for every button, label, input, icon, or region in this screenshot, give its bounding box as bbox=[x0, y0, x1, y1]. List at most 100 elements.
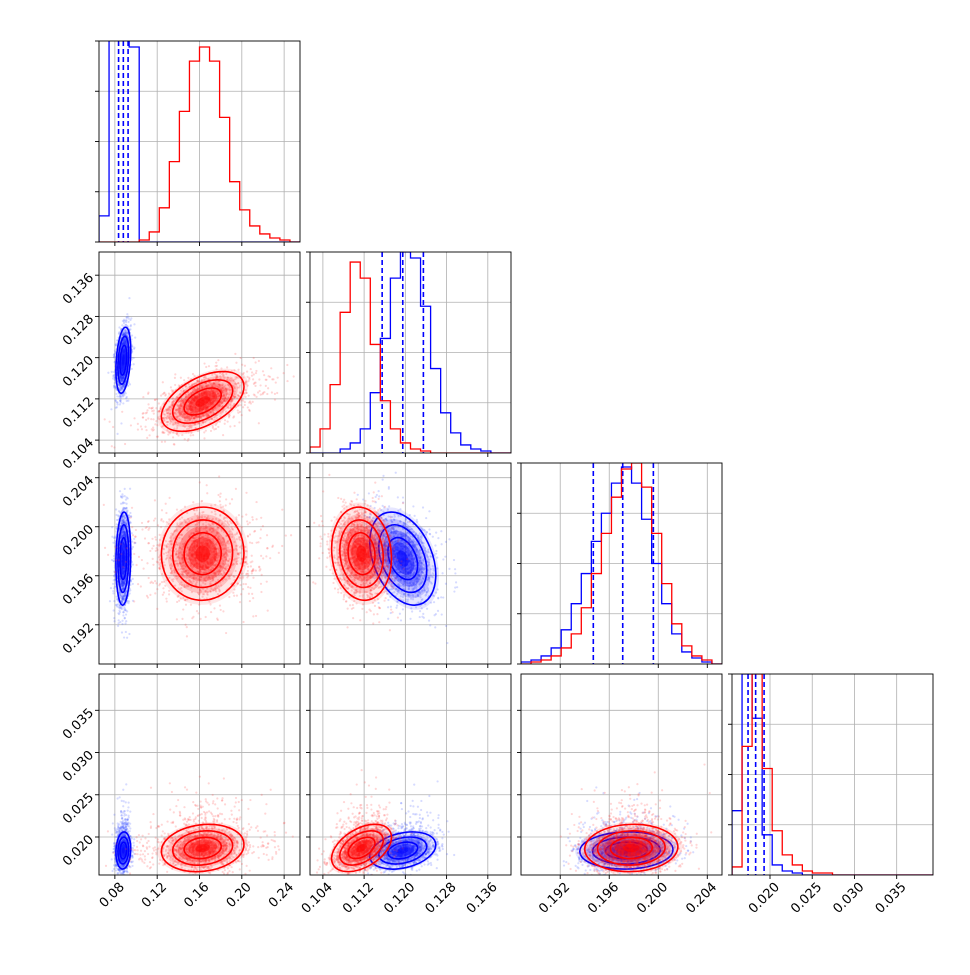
scatter-point bbox=[161, 441, 163, 443]
scatter-point bbox=[146, 437, 148, 439]
scatter-point bbox=[181, 618, 183, 620]
scatter-panel-0-1 bbox=[95, 252, 319, 457]
scatter-point bbox=[199, 481, 201, 483]
scatter-point bbox=[255, 361, 257, 363]
scatter-point bbox=[244, 401, 246, 403]
scatter-point bbox=[225, 498, 227, 500]
scatter-point bbox=[154, 499, 156, 501]
scatter-point bbox=[154, 536, 156, 538]
scatter-point bbox=[174, 377, 176, 379]
scatter-point bbox=[276, 392, 278, 394]
scatter-point bbox=[242, 583, 244, 585]
scatter-point bbox=[260, 517, 262, 519]
scatter-point bbox=[115, 514, 117, 516]
scatter-point bbox=[150, 418, 152, 420]
scatter-point bbox=[237, 412, 239, 414]
scatter-point bbox=[155, 407, 157, 409]
scatter-point bbox=[258, 360, 260, 362]
scatter-point bbox=[141, 528, 143, 530]
scatter-point bbox=[156, 398, 158, 400]
scatter-point bbox=[161, 509, 163, 511]
scatter-point bbox=[151, 538, 153, 540]
scatter-point bbox=[253, 383, 255, 385]
scatter-point bbox=[163, 591, 165, 593]
scatter-point bbox=[146, 595, 148, 597]
scatter-point bbox=[112, 583, 114, 585]
scatter-point bbox=[262, 393, 264, 395]
scatter-point bbox=[148, 434, 150, 436]
scatter-point bbox=[248, 395, 250, 397]
scatter-point bbox=[240, 357, 242, 359]
scatter-point bbox=[251, 375, 253, 377]
scatter-point bbox=[126, 547, 128, 549]
scatter-point bbox=[219, 496, 221, 498]
scatter-point bbox=[132, 564, 134, 566]
scatter-point bbox=[166, 600, 168, 602]
scatter-point bbox=[117, 612, 119, 614]
scatter-point bbox=[128, 297, 130, 299]
scatter-point bbox=[266, 393, 268, 395]
scatter-point bbox=[247, 535, 249, 537]
scatter-point bbox=[265, 555, 267, 557]
scatter-point bbox=[125, 561, 127, 563]
scatter-point bbox=[251, 555, 253, 557]
scatter-point bbox=[255, 370, 257, 372]
scatter-point bbox=[178, 600, 180, 602]
scatter-point bbox=[125, 613, 127, 615]
scatter-point bbox=[192, 501, 194, 503]
scatter-point bbox=[174, 373, 176, 375]
scatter-point bbox=[192, 434, 194, 436]
scatter-point bbox=[246, 520, 248, 522]
scatter-point bbox=[245, 583, 247, 585]
scatter-point bbox=[155, 420, 157, 422]
scatter-point bbox=[177, 434, 179, 436]
scatter-point bbox=[133, 417, 135, 419]
scatter-point bbox=[125, 321, 127, 323]
scatter-point bbox=[269, 376, 271, 378]
scatter-point bbox=[133, 357, 135, 359]
scatter-point bbox=[154, 423, 156, 425]
scatter-point bbox=[123, 502, 125, 504]
scatter-point bbox=[129, 589, 131, 591]
scatter-point bbox=[126, 313, 128, 315]
scatter-point bbox=[125, 319, 127, 321]
scatter-point bbox=[224, 423, 226, 425]
scatter-point bbox=[253, 357, 255, 359]
scatter-point bbox=[147, 417, 149, 419]
scatter-point bbox=[253, 393, 255, 395]
scatter-point bbox=[146, 562, 148, 564]
scatter-point bbox=[203, 362, 205, 364]
scatter-point bbox=[142, 412, 144, 414]
scatter-point bbox=[127, 400, 129, 402]
scatter-point bbox=[113, 555, 115, 557]
scatter-point bbox=[156, 608, 158, 610]
scatter-point bbox=[228, 416, 230, 418]
scatter-point bbox=[137, 423, 139, 425]
scatter-point bbox=[145, 412, 147, 414]
scatter-point bbox=[126, 610, 128, 612]
histogram-panel-0 bbox=[95, 0, 300, 246]
scatter-point bbox=[233, 595, 235, 597]
scatter-point bbox=[208, 365, 210, 367]
scatter-point bbox=[121, 411, 123, 413]
scatter-point bbox=[162, 594, 164, 596]
scatter-point bbox=[259, 537, 261, 539]
scatter-point bbox=[252, 401, 254, 403]
scatter-point bbox=[151, 410, 153, 412]
scatter-point bbox=[115, 546, 117, 548]
scatter-point bbox=[126, 316, 128, 318]
scatter-point bbox=[213, 428, 215, 430]
scatter-point bbox=[115, 508, 117, 510]
scatter-point bbox=[226, 366, 228, 368]
scatter-point bbox=[219, 504, 221, 506]
scatter-point bbox=[173, 443, 175, 445]
scatter-point bbox=[317, 345, 319, 347]
scatter-point bbox=[122, 402, 124, 404]
scatter-point bbox=[118, 619, 120, 621]
scatter-point bbox=[132, 578, 134, 580]
scatter-point bbox=[110, 408, 112, 410]
scatter-point bbox=[163, 392, 165, 394]
scatter-point bbox=[203, 437, 205, 439]
scatter-point bbox=[117, 622, 119, 624]
scatter-point bbox=[260, 393, 262, 395]
